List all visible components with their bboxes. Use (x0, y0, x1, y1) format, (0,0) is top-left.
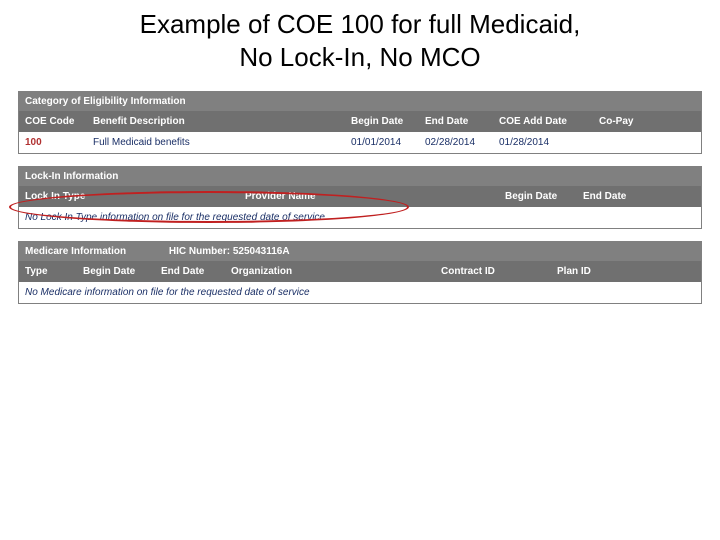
hic-number-value: 525043116A (233, 246, 290, 257)
lockin-panel-header: Lock-In Information (19, 167, 701, 186)
col-plan-id: Plan ID (551, 261, 615, 282)
col-begin-date: Begin Date (345, 111, 419, 132)
col-contract-id: Contract ID (435, 261, 551, 282)
cell-add-date: 01/28/2014 (493, 132, 593, 153)
col-type: Type (19, 261, 77, 282)
cell-begin-date: 01/01/2014 (345, 132, 419, 153)
medicare-panel-header: Medicare Information HIC Number: 5250431… (19, 242, 701, 261)
title-line-1: Example of COE 100 for full Medicaid, (140, 9, 581, 39)
page-title: Example of COE 100 for full Medicaid, No… (18, 8, 702, 73)
col-lockin-type: Lock In Type (19, 186, 239, 207)
medicare-header-label: Medicare Information (25, 246, 126, 257)
col-begin-date: Begin Date (499, 186, 577, 207)
coe-column-header-row: COE Code Benefit Description Begin Date … (19, 111, 701, 132)
col-coe-code: COE Code (19, 111, 87, 132)
lockin-panel: Lock-In Information Lock In Type Provide… (18, 166, 702, 229)
medicare-column-header-row: Type Begin Date End Date Organization Co… (19, 261, 701, 282)
col-end-date: End Date (419, 111, 493, 132)
cell-end-date: 02/28/2014 (419, 132, 493, 153)
col-benefit-desc: Benefit Description (87, 111, 345, 132)
coe-panel: Category of Eligibility Information COE … (18, 91, 702, 154)
col-end-date: End Date (577, 186, 653, 207)
coe-panel-header: Category of Eligibility Information (19, 92, 701, 111)
hic-number-label: HIC Number: (169, 246, 230, 257)
lockin-column-header-row: Lock In Type Provider Name Begin Date En… (19, 186, 701, 207)
lockin-no-info-message: No Lock In Type information on file for … (19, 207, 701, 228)
cell-coe-code: 100 (19, 132, 87, 153)
medicare-no-info-message: No Medicare information on file for the … (19, 282, 701, 303)
col-provider-name: Provider Name (239, 186, 499, 207)
cell-copay (593, 132, 653, 153)
cell-benefit-desc: Full Medicaid benefits (87, 132, 345, 153)
col-organization: Organization (225, 261, 435, 282)
col-end-date: End Date (155, 261, 225, 282)
page-root: Example of COE 100 for full Medicaid, No… (0, 0, 720, 540)
title-line-2: No Lock-In, No MCO (239, 42, 480, 72)
col-copay: Co-Pay (593, 111, 653, 132)
col-add-date: COE Add Date (493, 111, 593, 132)
col-begin-date: Begin Date (77, 261, 155, 282)
coe-table-row: 100 Full Medicaid benefits 01/01/2014 02… (19, 132, 701, 153)
medicare-panel: Medicare Information HIC Number: 5250431… (18, 241, 702, 304)
